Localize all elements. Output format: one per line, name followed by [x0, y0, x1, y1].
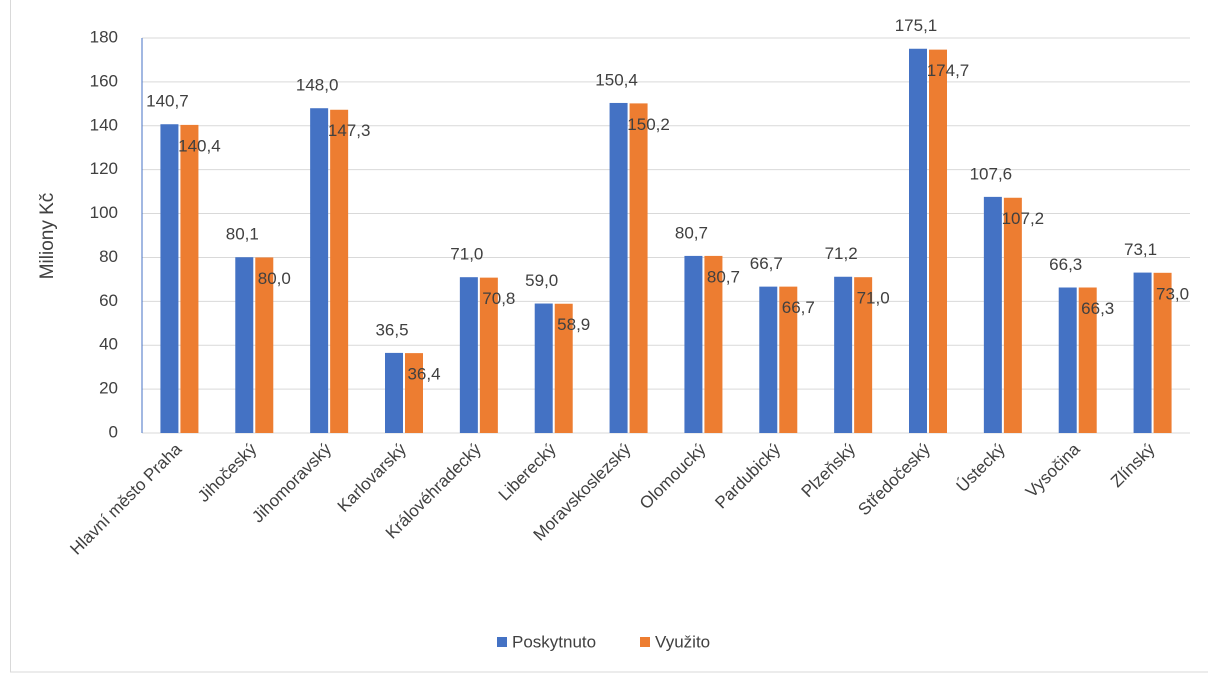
- y-tick-label: 120: [90, 159, 118, 178]
- data-label: 71,0: [857, 289, 890, 308]
- bar: [704, 255, 723, 433]
- data-label: 80,1: [226, 225, 259, 244]
- data-label: 73,1: [1124, 240, 1157, 259]
- data-label: 80,7: [707, 267, 740, 286]
- data-label: 140,7: [146, 92, 189, 111]
- y-tick-label: 180: [90, 27, 118, 46]
- bar: [1003, 197, 1022, 433]
- legend-label: Poskytnuto: [512, 632, 596, 651]
- bar: [1153, 272, 1172, 433]
- data-label: 175,1: [895, 16, 938, 35]
- data-label: 66,3: [1081, 299, 1114, 318]
- bar: [759, 286, 778, 433]
- legend-label: Využito: [655, 632, 710, 651]
- data-label: 73,0: [1156, 284, 1189, 303]
- data-label: 71,2: [825, 244, 858, 263]
- y-tick-label: 20: [99, 379, 118, 398]
- data-label: 36,5: [375, 320, 408, 339]
- bar: [629, 103, 648, 434]
- y-tick-label: 160: [90, 71, 118, 90]
- data-label: 58,9: [557, 315, 590, 334]
- bar: [1078, 287, 1097, 433]
- data-label: 66,3: [1049, 255, 1082, 274]
- bar: [534, 303, 553, 433]
- data-label: 80,7: [675, 223, 708, 242]
- bar: [160, 124, 179, 433]
- data-label: 150,2: [627, 115, 670, 134]
- bar: [854, 277, 873, 433]
- bar: [684, 255, 703, 433]
- y-tick-label: 100: [90, 203, 118, 222]
- bar: [459, 277, 478, 433]
- bar: [235, 257, 254, 433]
- data-label: 36,4: [407, 365, 440, 384]
- bar: [180, 124, 199, 434]
- bar: [385, 352, 403, 433]
- y-tick-label: 40: [99, 335, 118, 354]
- bar: [909, 48, 927, 433]
- bar: [983, 196, 1002, 433]
- legend-swatch: [497, 637, 507, 647]
- bar: [609, 102, 628, 433]
- bar: [310, 108, 329, 433]
- bar: [479, 277, 498, 433]
- y-axis-label: Miliony Kč: [37, 193, 58, 280]
- data-label: 174,7: [927, 61, 970, 80]
- data-label: 71,0: [450, 245, 483, 264]
- y-tick-label: 140: [90, 115, 118, 134]
- data-label: 80,0: [258, 269, 291, 288]
- y-tick-label: 80: [99, 247, 118, 266]
- data-label: 107,2: [1002, 209, 1045, 228]
- bar: [255, 257, 274, 433]
- bar: [1058, 287, 1077, 433]
- data-label: 66,7: [782, 298, 815, 317]
- data-label: 140,4: [178, 136, 221, 155]
- bar: [405, 353, 423, 433]
- bar: [779, 286, 798, 433]
- data-label: 148,0: [296, 76, 339, 95]
- legend-swatch: [640, 637, 650, 647]
- data-label: 107,6: [970, 164, 1013, 183]
- bar: [554, 303, 573, 433]
- data-label: 147,3: [328, 121, 371, 140]
- y-tick-label: 0: [109, 422, 118, 441]
- bar: [834, 276, 853, 433]
- data-label: 70,8: [482, 289, 515, 308]
- data-label: 59,0: [525, 271, 558, 290]
- bar: [929, 49, 947, 433]
- bar: [330, 109, 349, 433]
- y-tick-label: 60: [99, 291, 118, 310]
- data-label: 150,4: [595, 70, 638, 89]
- bar: [1133, 272, 1152, 433]
- data-label: 66,7: [750, 254, 783, 273]
